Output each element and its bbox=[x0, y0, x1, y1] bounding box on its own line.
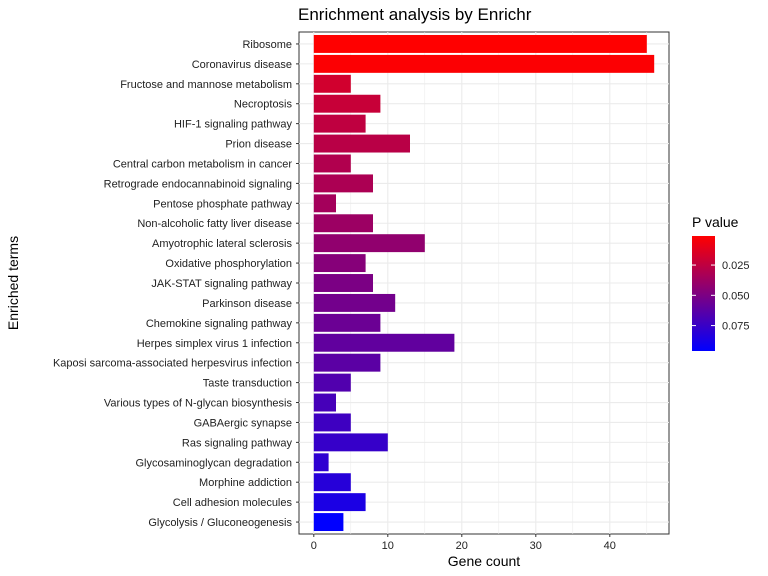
bar-19 bbox=[313, 393, 336, 412]
bar-15 bbox=[313, 313, 381, 332]
x-tick-label: 40 bbox=[604, 540, 616, 552]
bar-24 bbox=[313, 493, 366, 512]
y-tick-label: Herpes simplex virus 1 infection bbox=[137, 338, 292, 350]
bar-13 bbox=[313, 274, 373, 292]
bar-25 bbox=[313, 513, 344, 532]
bar-5 bbox=[313, 114, 366, 133]
y-tick-label: Coronavirus disease bbox=[192, 59, 292, 71]
bar-7 bbox=[313, 154, 351, 173]
bar-22 bbox=[313, 453, 329, 472]
bar-17 bbox=[313, 353, 381, 372]
y-tick-label: JAK-STAT signaling pathway bbox=[151, 278, 292, 290]
bar-20 bbox=[313, 413, 351, 432]
bar-23 bbox=[313, 473, 351, 492]
y-axis-label: Enriched terms bbox=[5, 236, 21, 330]
y-tick-label: Necroptosis bbox=[234, 99, 293, 111]
legend-tick-label: 0.050 bbox=[722, 290, 750, 302]
bar-9 bbox=[313, 194, 336, 213]
x-tick-label: 0 bbox=[311, 540, 317, 552]
y-tick-label: Glycosaminoglycan degradation bbox=[135, 457, 292, 469]
y-tick-label: Glycolysis / Gluconeogenesis bbox=[148, 517, 292, 529]
y-tick-label: Ras signaling pathway bbox=[182, 437, 293, 449]
legend: P value 0.025 0.050 0.075 bbox=[692, 214, 750, 351]
y-tick-label: Oxidative phosphorylation bbox=[165, 258, 292, 270]
y-tick-label: Pentose phosphate pathway bbox=[153, 198, 292, 210]
y-tick-label: Morphine addiction bbox=[199, 477, 292, 489]
y-tick-label: Ribosome bbox=[242, 39, 292, 51]
y-tick-label: Non-alcoholic fatty liver disease bbox=[137, 218, 292, 230]
y-tick-label: Retrograde endocannabinoid signaling bbox=[104, 178, 292, 190]
bar-1 bbox=[313, 34, 647, 53]
y-tick-label: Fructose and mannose metabolism bbox=[120, 79, 292, 91]
y-tick-label: Central carbon metabolism in cancer bbox=[113, 158, 292, 170]
legend-tick-label: 0.075 bbox=[722, 321, 750, 333]
y-tick-label: Prion disease bbox=[225, 139, 292, 151]
x-tick-labels: 0 10 20 30 40 bbox=[311, 534, 616, 552]
bar-18 bbox=[313, 373, 351, 392]
bar-12 bbox=[313, 254, 366, 273]
chart-title: Enrichment analysis by Enrichr bbox=[298, 5, 532, 24]
y-tick-label: HIF-1 signaling pathway bbox=[174, 119, 293, 131]
bar-21 bbox=[313, 433, 388, 452]
y-tick-label: Cell adhesion molecules bbox=[173, 497, 293, 509]
y-tick-label: Amyotrophic lateral sclerosis bbox=[152, 238, 292, 250]
bar-6 bbox=[313, 134, 410, 153]
legend-colorbar bbox=[692, 236, 715, 351]
x-tick-label: 10 bbox=[382, 540, 394, 552]
x-tick-label: 20 bbox=[456, 540, 468, 552]
y-tick-label: Taste transduction bbox=[203, 378, 292, 390]
bar-11 bbox=[313, 234, 425, 253]
y-tick-label: Various types of N-glycan biosynthesis bbox=[104, 398, 293, 410]
y-tick-label: Kaposi sarcoma-associated herpesvirus in… bbox=[53, 358, 292, 370]
bar-14 bbox=[313, 293, 396, 312]
bar-16 bbox=[313, 333, 455, 352]
bar-4 bbox=[313, 94, 381, 113]
y-tick-label: Parkinson disease bbox=[202, 298, 292, 310]
bar-10 bbox=[313, 214, 373, 233]
x-tick-label: 30 bbox=[530, 540, 542, 552]
bars bbox=[313, 34, 655, 532]
y-tick-label: Chemokine signaling pathway bbox=[146, 318, 293, 330]
legend-tick-label: 0.025 bbox=[722, 260, 750, 272]
bar-3 bbox=[313, 74, 351, 93]
x-axis-label: Gene count bbox=[448, 553, 520, 569]
legend-title: P value bbox=[692, 214, 739, 230]
bar-8 bbox=[313, 174, 373, 193]
y-tick-labels: Ribosome Coronavirus disease Fructose and … bbox=[53, 39, 299, 529]
bar-2 bbox=[313, 54, 655, 73]
y-tick-label: GABAergic synapse bbox=[194, 417, 292, 429]
